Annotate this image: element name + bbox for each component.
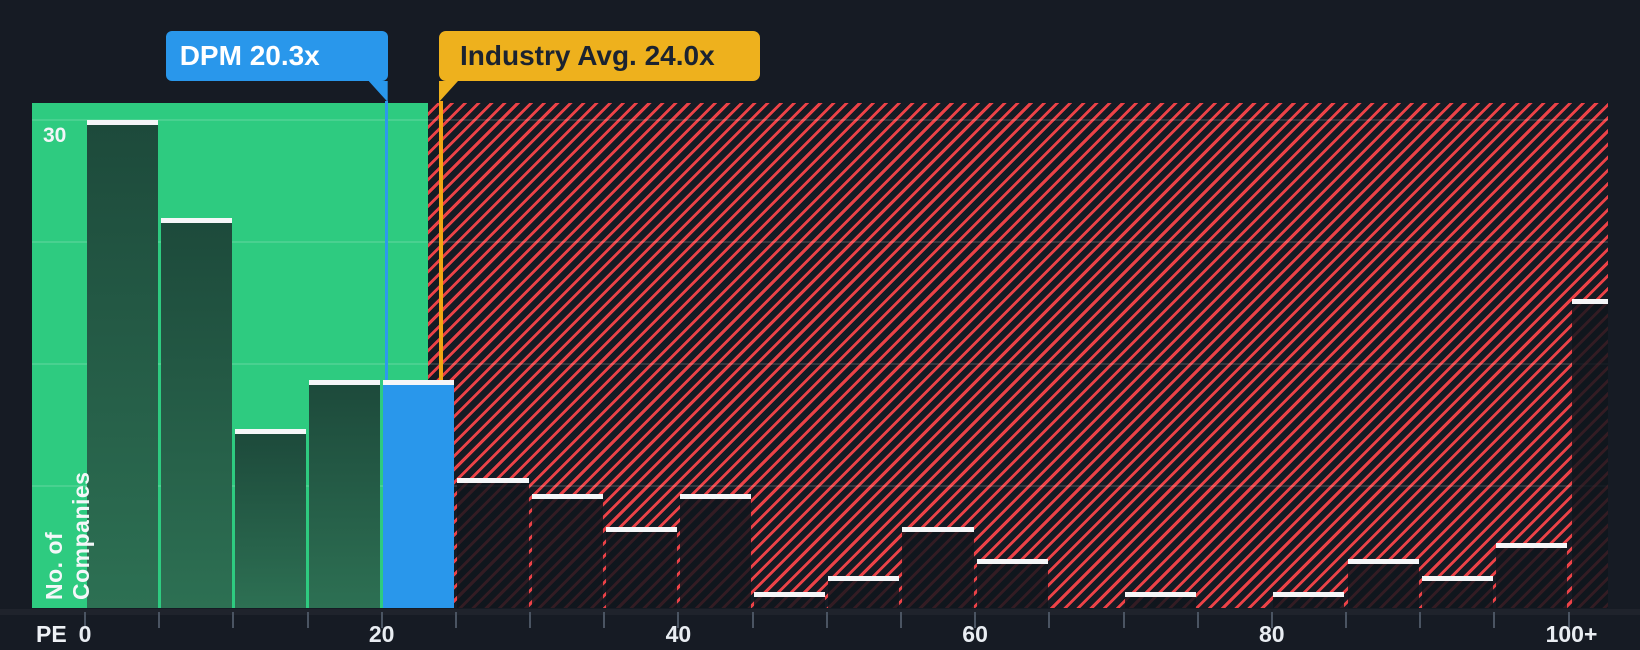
above-industry-avg-hatched-zone xyxy=(427,103,1608,608)
x-tick-80 xyxy=(1270,612,1273,628)
bar-pe-5-10[interactable] xyxy=(160,217,232,608)
x-tick-label-80: 80 xyxy=(1259,621,1285,647)
x-tick-60 xyxy=(974,612,977,628)
bar-pe-90-95[interactable] xyxy=(1421,575,1493,608)
x-tick-label-100+: 100+ xyxy=(1545,621,1598,647)
dpm-marker-label: DPM 20.3x xyxy=(165,31,388,81)
dpm-marker-label-tail xyxy=(368,81,388,102)
bar-pe-30-35[interactable] xyxy=(531,494,603,608)
x-tick-100 xyxy=(1567,612,1570,628)
x-tick-5 xyxy=(158,612,161,628)
bar-pe-40-45[interactable] xyxy=(679,494,752,608)
bar-pe-70-75[interactable] xyxy=(1125,591,1197,608)
x-axis-title: PE xyxy=(36,621,67,647)
bar-pe-100+[interactable] xyxy=(1571,298,1608,608)
bar-pe-50-55[interactable] xyxy=(828,575,900,608)
bar-pe-10-15[interactable] xyxy=(234,429,307,608)
industry-avg-marker-label-tail xyxy=(439,81,458,102)
x-tick-70 xyxy=(1122,612,1125,628)
gridline-7.5 xyxy=(32,485,1608,487)
x-tick-95 xyxy=(1493,612,1496,628)
industry-avg-marker-line xyxy=(439,101,443,381)
x-tick-25 xyxy=(454,612,457,628)
gridline-15 xyxy=(32,363,1608,365)
bar-pe-85-90[interactable] xyxy=(1347,559,1419,608)
bar-pe-95-100[interactable] xyxy=(1495,542,1567,608)
x-tick-65 xyxy=(1048,612,1051,628)
x-tick-55 xyxy=(899,612,902,628)
x-tick-10 xyxy=(232,612,235,628)
bar-pe-35-40[interactable] xyxy=(605,526,677,608)
industry-avg-marker-label: Industry Avg. 24.0x xyxy=(439,31,760,81)
bar-pe-55-60[interactable] xyxy=(902,526,974,608)
x-tick-75 xyxy=(1196,612,1199,628)
x-tick-40 xyxy=(677,612,680,628)
x-tick-label-60: 60 xyxy=(962,621,988,647)
bar-pe-15-20[interactable] xyxy=(309,380,381,608)
x-tick-label-20: 20 xyxy=(368,621,395,647)
x-tick-label-0: 0 xyxy=(78,621,92,647)
x-tick-20 xyxy=(380,612,383,628)
x-tick-90 xyxy=(1419,612,1422,628)
x-tick-15 xyxy=(306,612,309,628)
dpm-marker-label-text: DPM 20.3x xyxy=(179,40,320,71)
bar-pe-0-5[interactable] xyxy=(86,119,158,608)
x-tick-35 xyxy=(603,612,606,628)
x-tick-30 xyxy=(529,612,531,628)
bar-pe-60-65[interactable] xyxy=(976,559,1048,608)
gridline-30 xyxy=(32,118,1608,121)
dpm-marker-line xyxy=(384,101,388,381)
bar-pe-80-85[interactable] xyxy=(1273,591,1345,608)
industry-avg-marker-label-text: Industry Avg. 24.0x xyxy=(460,40,715,71)
x-tick-0 xyxy=(84,612,86,628)
x-axis-band xyxy=(0,609,1640,615)
x-tick-label-40: 40 xyxy=(665,621,692,647)
x-tick-45 xyxy=(751,612,754,628)
bar-pe-45-50[interactable] xyxy=(754,591,826,608)
y-axis-max-tick-label: 30 xyxy=(43,124,67,147)
y-axis-title: No. of Companies xyxy=(41,471,94,600)
x-tick-50 xyxy=(825,612,828,628)
x-tick-85 xyxy=(1345,612,1347,628)
bar-pe-20-25[interactable] xyxy=(383,380,455,608)
bar-pe-25-30[interactable] xyxy=(457,477,529,608)
gridline-22.5 xyxy=(32,240,1608,243)
